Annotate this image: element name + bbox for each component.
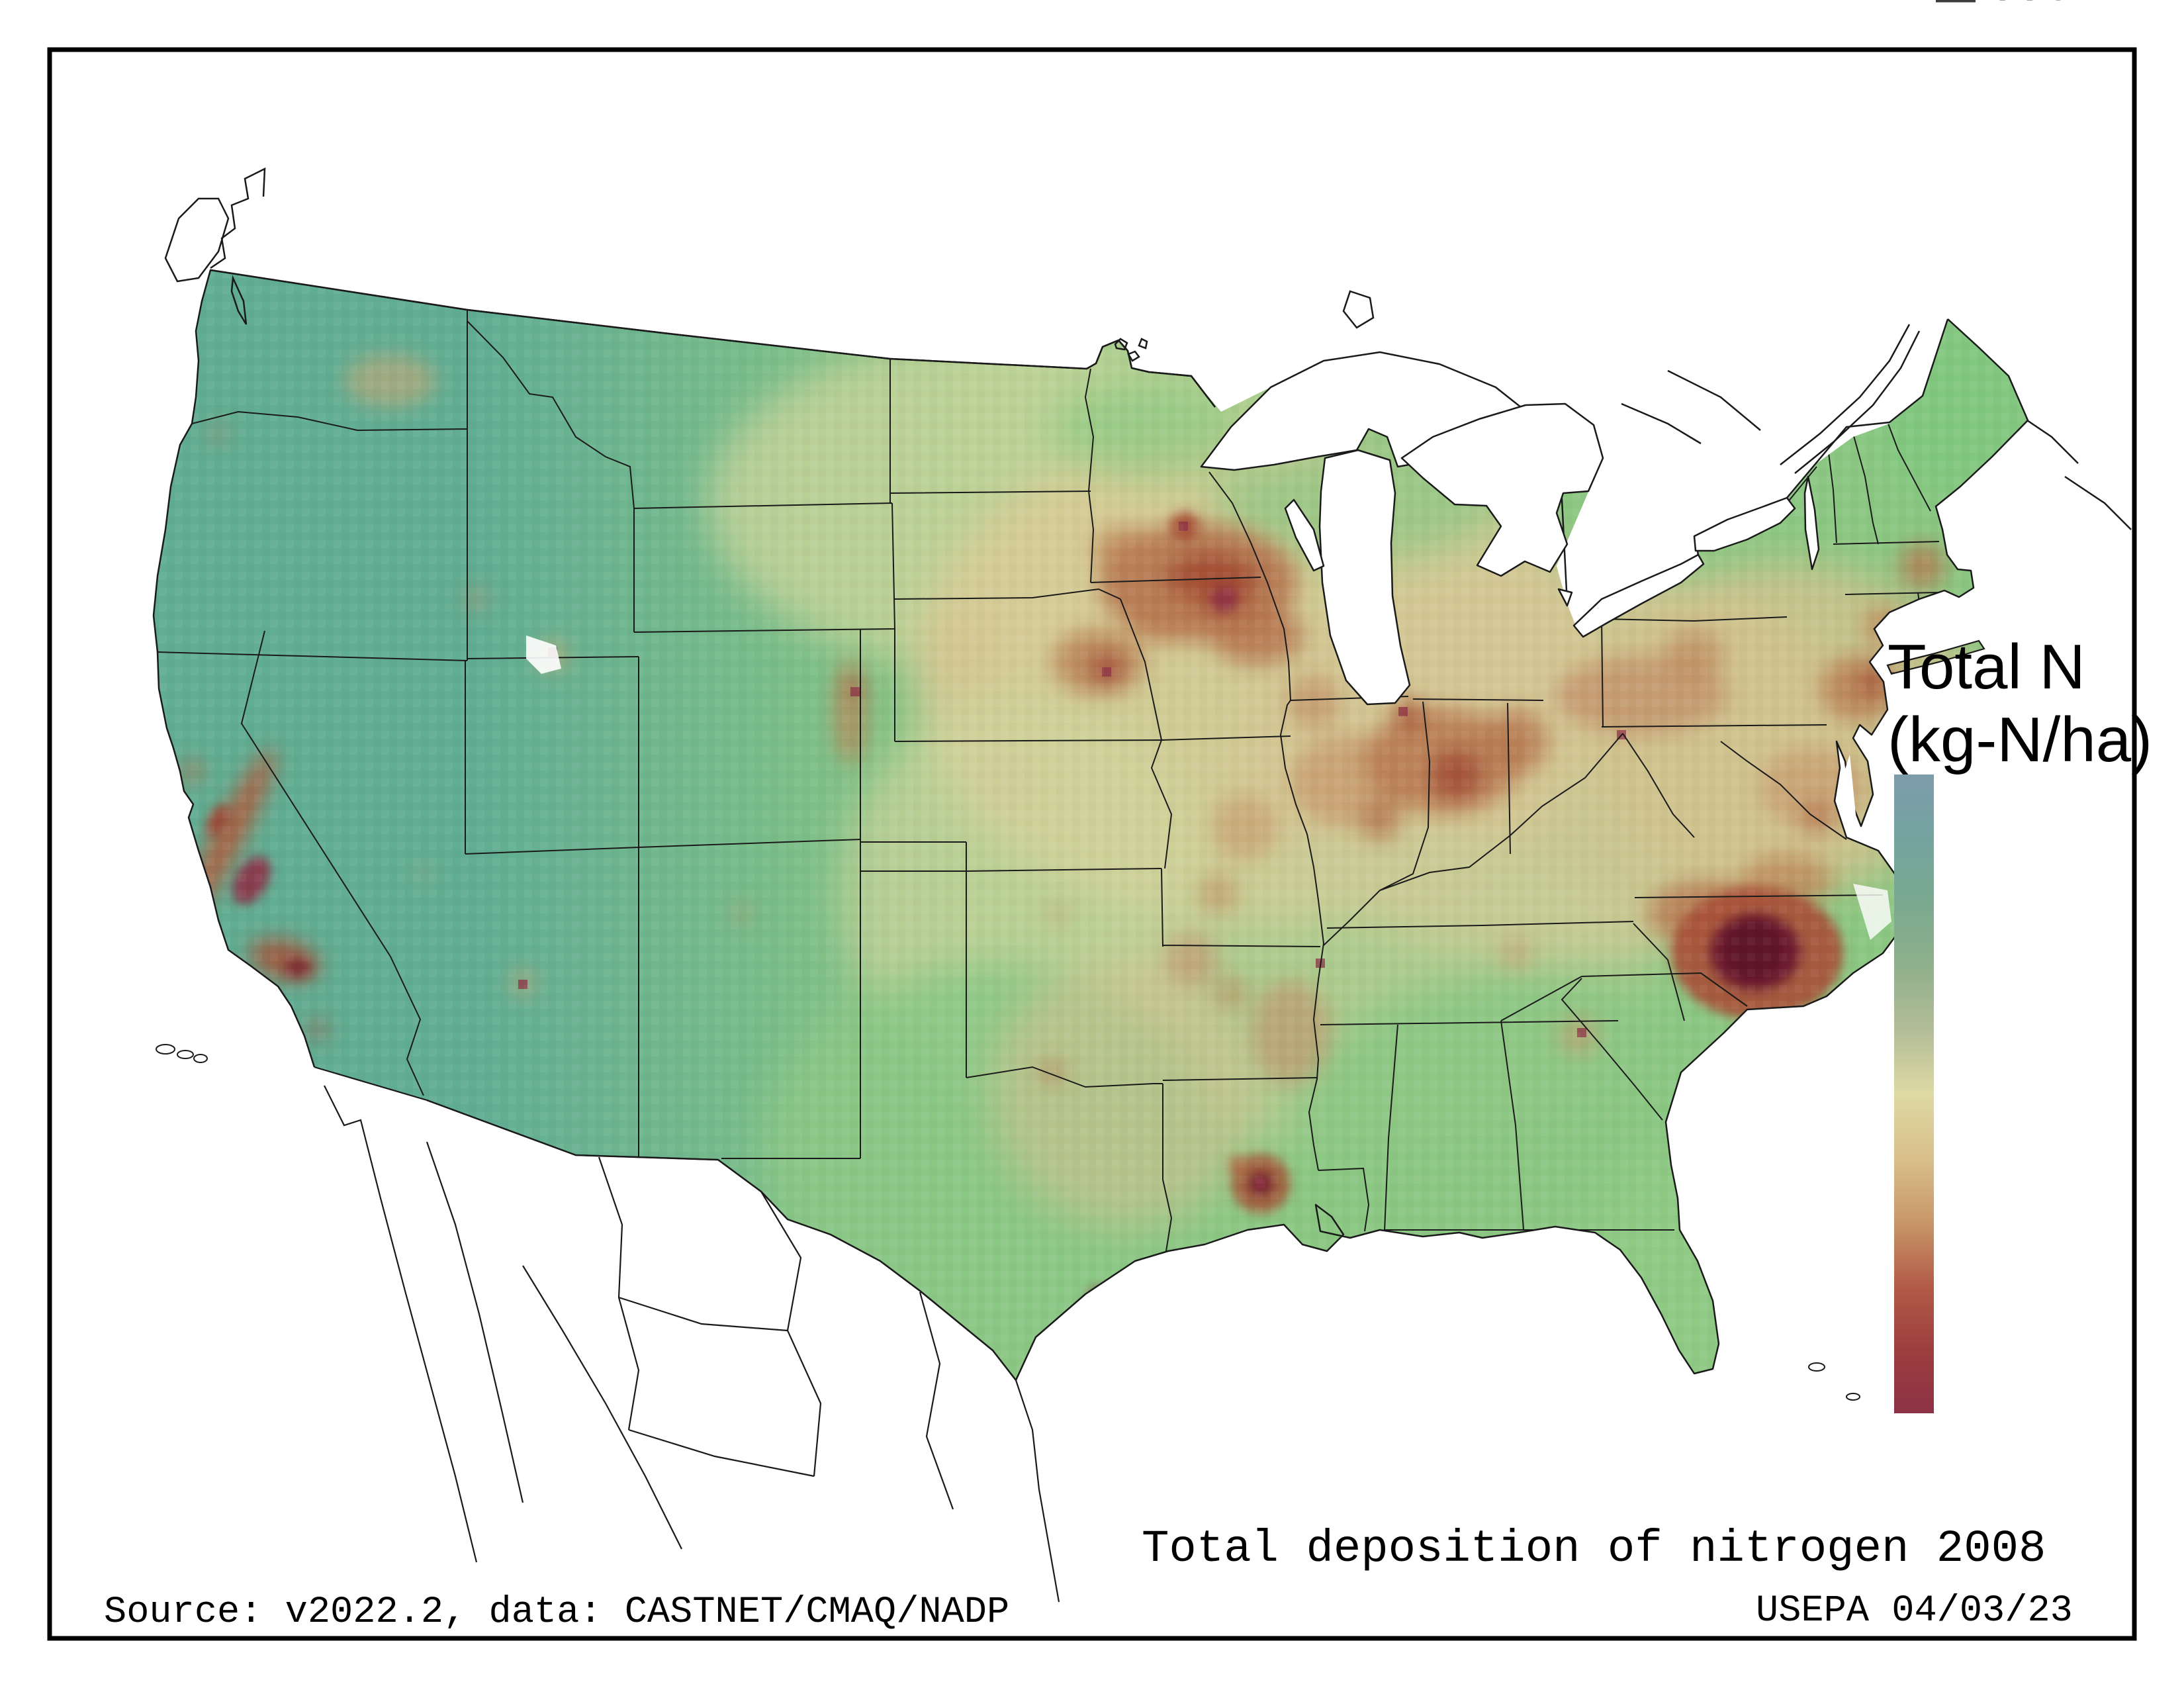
svg-text:>20: >20 [1989,0,2072,11]
lake-st-clair [1557,588,1573,607]
svg-text:4: 4 [1989,0,2016,11]
svg-text:2: 2 [1989,0,2016,11]
legend-title: Total N [1888,632,2085,702]
lake-champlain [1803,475,1820,571]
great-lakes [1200,351,1820,706]
svg-text:10: 10 [1989,0,2043,11]
svg-text:12: 12 [1989,0,2043,11]
canada-landmass [0,0,2184,628]
legend-ticks: 024681012141618>20 [1936,0,2072,11]
legend-colorbar [1894,774,1934,1413]
lake-ontario [1693,496,1796,552]
svg-text:8: 8 [1989,0,2016,11]
green-bay [1284,498,1325,572]
plot-frame [47,47,2137,1641]
agency-date: USEPA 04/03/23 [1756,1590,2073,1632]
mexico-border-and-coast [314,1066,1060,1603]
legend: Total N (kg-N/ha) 024681012141618>20 [1888,0,2152,1413]
source-note: Source: v2022.2, data: CASTNET/CMAQ/NADP [104,1591,1009,1634]
svg-text:16: 16 [1989,0,2043,11]
map-caption: Total deposition of nitrogen 2008 [1142,1523,2046,1575]
long-island-outline [1886,639,1985,675]
svg-text:18: 18 [1989,0,2043,11]
svg-text:14: 14 [1989,0,2043,11]
svg-text:6: 6 [1989,0,2016,11]
svg-text:0: 0 [1989,0,2016,11]
small-water-features [526,635,1891,940]
offshore-islands [156,1044,1860,1401]
lake-erie [1572,553,1705,638]
lake-huron [1400,402,1604,577]
legend-units: (kg-N/ha) [1888,704,2152,775]
